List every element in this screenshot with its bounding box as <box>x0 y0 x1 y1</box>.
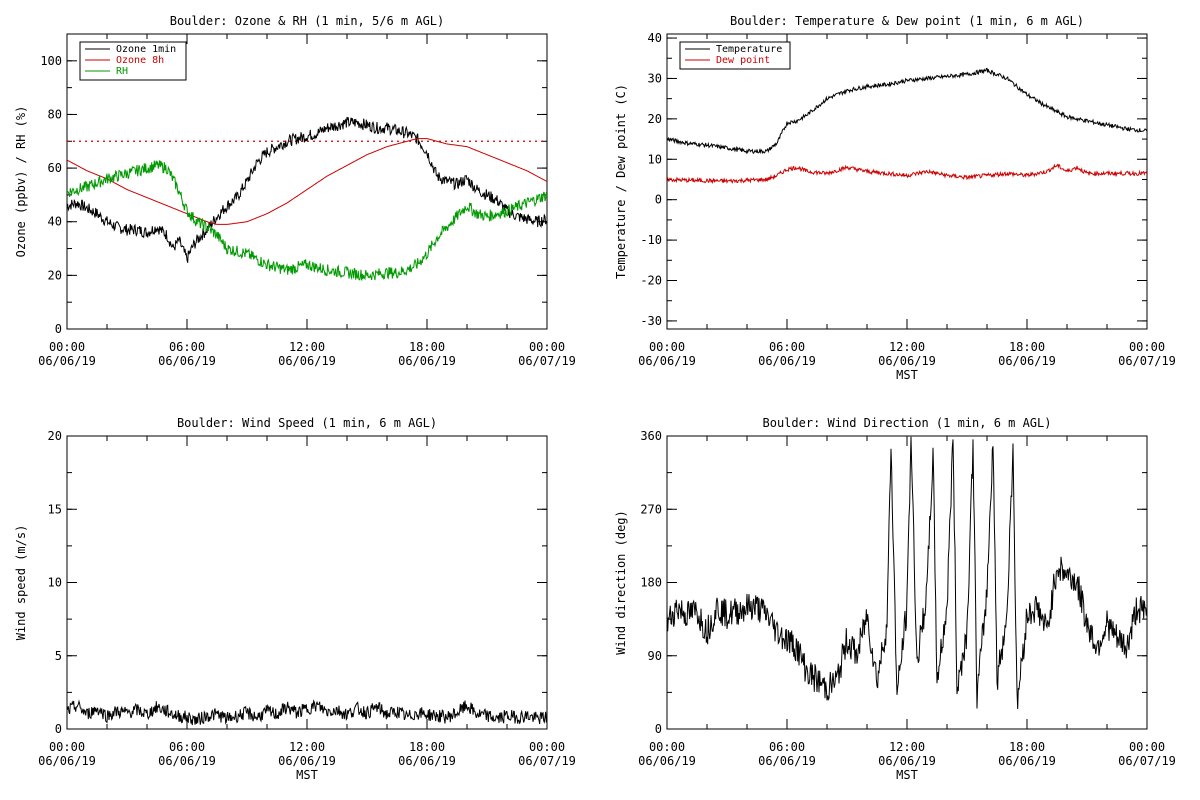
y-tick-label: 0 <box>55 322 62 336</box>
x-tick-time-label: 00:00 <box>49 340 85 354</box>
x-tick-time-label: 00:00 <box>49 740 85 754</box>
series-line <box>667 67 1147 155</box>
x-tick-date-label: 06/06/19 <box>158 354 216 368</box>
x-tick-date-label: 06/06/19 <box>158 754 216 768</box>
x-tick-date-label: 06/06/19 <box>998 354 1056 368</box>
x-tick-date-label: 06/07/19 <box>1118 754 1176 768</box>
y-tick-label: 90 <box>648 649 662 663</box>
series-line <box>67 699 547 726</box>
legend-entry: Dew point <box>716 55 770 66</box>
y-axis-label: Wind direction (deg) <box>614 510 628 655</box>
y-axis-label: Wind speed (m/s) <box>14 525 28 641</box>
y-tick-label: 0 <box>655 193 662 207</box>
x-tick-time-label: 06:00 <box>769 740 805 754</box>
x-tick-date-label: 06/07/19 <box>1118 354 1176 368</box>
series-line <box>67 138 547 225</box>
x-tick-date-label: 06/06/19 <box>758 754 816 768</box>
x-tick-time-label: 12:00 <box>289 340 325 354</box>
x-tick-date-label: 06/06/19 <box>878 754 936 768</box>
y-tick-label: -20 <box>640 274 662 288</box>
chart-panel-4: Boulder: Wind Direction (1 min, 6 m AGL)… <box>614 416 1176 782</box>
y-tick-label: 20 <box>48 429 62 443</box>
y-tick-label: 20 <box>48 268 62 282</box>
x-tick-date-label: 06/06/19 <box>278 354 336 368</box>
x-tick-date-label: 06/06/19 <box>278 754 336 768</box>
chart-title: Boulder: Temperature & Dew point (1 min,… <box>730 14 1084 28</box>
x-tick-date-label: 06/06/19 <box>38 354 96 368</box>
legend-box <box>679 41 791 70</box>
y-tick-label: 80 <box>48 107 62 121</box>
y-tick-label: 60 <box>48 161 62 175</box>
x-tick-time-label: 06:00 <box>769 340 805 354</box>
x-tick-time-label: 00:00 <box>1129 740 1165 754</box>
x-tick-date-label: 06/07/19 <box>518 354 576 368</box>
series-line <box>667 163 1147 185</box>
x-tick-date-label: 06/06/19 <box>398 754 456 768</box>
x-axis-label: MST <box>896 368 918 382</box>
legend-entry: RH <box>116 66 128 77</box>
plot-frame <box>666 33 1148 330</box>
x-tick-time-label: 00:00 <box>529 340 565 354</box>
x-tick-time-label: 18:00 <box>409 340 445 354</box>
x-tick-time-label: 18:00 <box>1009 340 1045 354</box>
y-tick-label: 100 <box>40 54 62 68</box>
x-tick-date-label: 06/06/19 <box>758 354 816 368</box>
x-axis-label: MST <box>896 768 918 782</box>
chart-title: Boulder: Wind Direction (1 min, 6 m AGL) <box>763 416 1052 430</box>
x-tick-time-label: 12:00 <box>889 340 925 354</box>
y-tick-label: 0 <box>655 722 662 736</box>
y-axis-label: Ozone (ppbv) / RH (%) <box>14 106 28 258</box>
series-line <box>667 436 1147 710</box>
x-tick-date-label: 06/07/19 <box>518 754 576 768</box>
y-tick-label: 180 <box>640 576 662 590</box>
y-tick-label: 5 <box>55 649 62 663</box>
x-tick-time-label: 00:00 <box>1129 340 1165 354</box>
x-tick-time-label: 12:00 <box>889 740 925 754</box>
series-line <box>67 160 547 281</box>
y-tick-label: 270 <box>640 502 662 516</box>
x-tick-date-label: 06/06/19 <box>878 354 936 368</box>
x-tick-time-label: 18:00 <box>409 740 445 754</box>
x-tick-time-label: 00:00 <box>529 740 565 754</box>
x-tick-time-label: 06:00 <box>169 340 205 354</box>
x-tick-time-label: 18:00 <box>1009 740 1045 754</box>
y-tick-label: -10 <box>640 233 662 247</box>
y-tick-label: -30 <box>640 314 662 328</box>
x-tick-time-label: 06:00 <box>169 740 205 754</box>
y-tick-label: 10 <box>648 152 662 166</box>
x-axis-label: MST <box>296 768 318 782</box>
y-tick-label: 20 <box>648 112 662 126</box>
chart-panel-3: Boulder: Wind Speed (1 min, 6 m AGL) 0 5 10… <box>14 416 576 782</box>
x-tick-date-label: 06/06/19 <box>638 754 696 768</box>
x-tick-time-label: 00:00 <box>649 340 685 354</box>
chart-title: Boulder: Wind Speed (1 min, 6 m AGL) <box>177 416 437 430</box>
x-tick-date-label: 06/06/19 <box>38 754 96 768</box>
y-tick-label: 40 <box>648 31 662 45</box>
chart-panel-2: Boulder: Temperature & Dew point (1 min,… <box>614 14 1176 382</box>
chart-panel-1: Boulder: Ozone & RH (1 min, 5/6 m AGL) 0 2… <box>14 14 576 368</box>
x-tick-date-label: 06/06/19 <box>398 354 456 368</box>
x-tick-date-label: 06/06/19 <box>998 754 1056 768</box>
legend-entry: Temperature <box>716 44 782 55</box>
y-axis-label: Temperature / Dew point (C) <box>614 84 628 279</box>
x-tick-time-label: 00:00 <box>649 740 685 754</box>
legend-entry: Ozone 1min <box>116 44 176 55</box>
x-tick-date-label: 06/06/19 <box>638 354 696 368</box>
x-tick-time-label: 12:00 <box>289 740 325 754</box>
chart-title: Boulder: Ozone & RH (1 min, 5/6 m AGL) <box>170 14 445 28</box>
series-line <box>67 116 547 263</box>
y-tick-label: 0 <box>55 722 62 736</box>
y-tick-label: 15 <box>48 502 62 516</box>
legend-box <box>79 41 187 81</box>
y-tick-label: 360 <box>640 429 662 443</box>
y-tick-label: 40 <box>48 215 62 229</box>
legend-entry: Ozone 8h <box>116 55 164 66</box>
y-tick-label: 10 <box>48 576 62 590</box>
plot-frame <box>66 435 548 730</box>
y-tick-label: 30 <box>648 71 662 85</box>
